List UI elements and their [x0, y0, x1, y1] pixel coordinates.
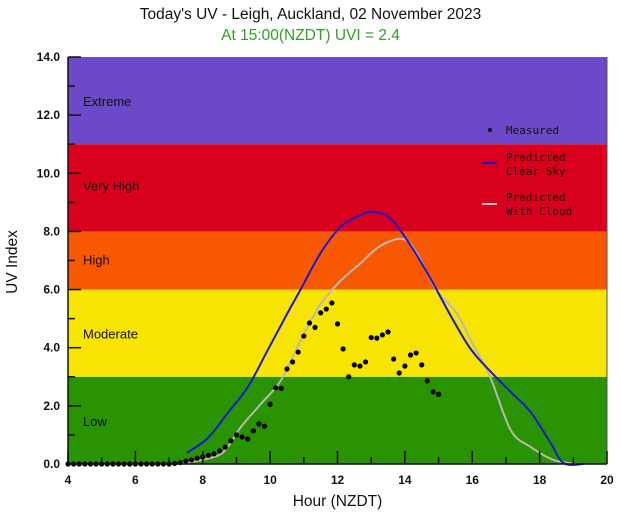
measured-point — [188, 457, 195, 463]
measured-point — [301, 333, 307, 339]
measured-point — [261, 423, 268, 429]
band-label: Extreme — [83, 94, 131, 109]
legend-measured: Measured — [506, 124, 559, 137]
measured-point — [216, 448, 223, 454]
band-label: Low — [83, 414, 107, 429]
band-high — [68, 231, 607, 290]
measured-point — [374, 335, 380, 341]
measured-legend-marker-icon — [488, 128, 492, 132]
predicted-with-cloud-line — [182, 237, 577, 465]
measured-point — [183, 458, 189, 464]
x-tick-label: 10 — [263, 473, 277, 487]
measured-point — [306, 320, 313, 326]
band-low — [68, 376, 607, 464]
measured-point — [239, 434, 245, 440]
chart-title: Today's UV - Leigh, Auckland, 02 Novembe… — [139, 6, 482, 23]
measured-point — [362, 359, 369, 365]
y-axis-title: UV Index — [4, 230, 21, 294]
measured-point — [273, 385, 279, 391]
band-label: High — [83, 253, 110, 268]
measured-point — [385, 329, 391, 335]
measured-point — [334, 321, 341, 327]
measured-point — [407, 352, 414, 358]
x-tick-label: 4 — [65, 473, 72, 487]
measured-point — [419, 362, 425, 368]
legend-clear-sky-1: Predicted — [506, 151, 566, 164]
x-axis-title: Hour (NZDT) — [293, 493, 383, 510]
band-label: Moderate — [83, 327, 138, 342]
measured-point — [329, 300, 335, 306]
legend-with-cloud-1: Predicted — [506, 191, 566, 204]
measured-point — [357, 363, 363, 369]
measured-point — [211, 451, 217, 457]
measured-point — [323, 306, 329, 312]
predicted-clear-sky-line — [186, 210, 584, 466]
measured-point — [205, 452, 211, 458]
measured-point — [368, 334, 374, 341]
legend-with-cloud-2: With Cloud — [506, 205, 572, 218]
band-very-high — [68, 144, 607, 232]
measured-point — [312, 324, 318, 330]
uv-bands: Low Moderate High Very High Extreme — [68, 57, 607, 464]
measured-point — [391, 356, 397, 362]
y-tick-label: 10.0 — [37, 166, 61, 180]
band-moderate — [68, 289, 607, 377]
x-tick-label: 20 — [600, 473, 614, 487]
measured-point — [228, 438, 234, 444]
measured-point — [250, 428, 256, 434]
measured-point — [245, 436, 251, 442]
prediction-lines — [182, 210, 584, 466]
measured-point — [413, 350, 419, 356]
measured-point — [222, 444, 228, 450]
axes: 0.0 2.0 4.0 6.0 8.0 10.0 12.0 14.0 4 6 8 10 12 14 16 18… — [4, 50, 614, 510]
legend-clear-sky-2: Clear Sky — [506, 165, 566, 178]
x-tick-label: 16 — [466, 473, 480, 487]
measured-point — [278, 385, 284, 392]
measured-point — [424, 378, 430, 384]
measured-point — [256, 421, 262, 427]
measured-point — [346, 374, 352, 380]
measured-points — [65, 300, 442, 467]
measured-point — [284, 366, 290, 372]
measured-point — [379, 332, 386, 338]
measured-point — [340, 346, 346, 352]
measured-point — [435, 391, 442, 397]
y-tick-label: 2.0 — [43, 399, 60, 413]
y-tick-label: 0.0 — [43, 457, 60, 471]
measured-point — [289, 359, 296, 365]
y-tick-label: 6.0 — [43, 283, 60, 297]
measured-point — [267, 401, 273, 408]
measured-point — [430, 389, 436, 395]
measured-point — [194, 455, 200, 461]
x-tick-label: 12 — [331, 473, 345, 487]
x-tick-label: 18 — [533, 473, 547, 487]
measured-point — [402, 363, 408, 369]
band-label: Very High — [83, 178, 139, 193]
measured-point — [233, 432, 240, 438]
x-tick-label: 14 — [398, 473, 412, 487]
x-tick-label: 6 — [132, 473, 139, 487]
y-tick-label: 8.0 — [43, 224, 60, 238]
chart-subtitle: At 15:00(NZDT) UVI = 2.4 — [221, 27, 400, 44]
y-tick-label: 4.0 — [43, 341, 60, 355]
legend: Measured Predicted Clear Sky Predicted W… — [482, 124, 572, 218]
measured-point — [295, 349, 301, 355]
y-tick-label: 14.0 — [37, 50, 61, 64]
x-tick-label: 8 — [199, 473, 206, 487]
y-tick-label: 12.0 — [37, 108, 61, 122]
band-extreme — [68, 57, 607, 145]
measured-point — [396, 370, 402, 376]
measured-point — [351, 362, 357, 368]
measured-point — [318, 310, 324, 316]
